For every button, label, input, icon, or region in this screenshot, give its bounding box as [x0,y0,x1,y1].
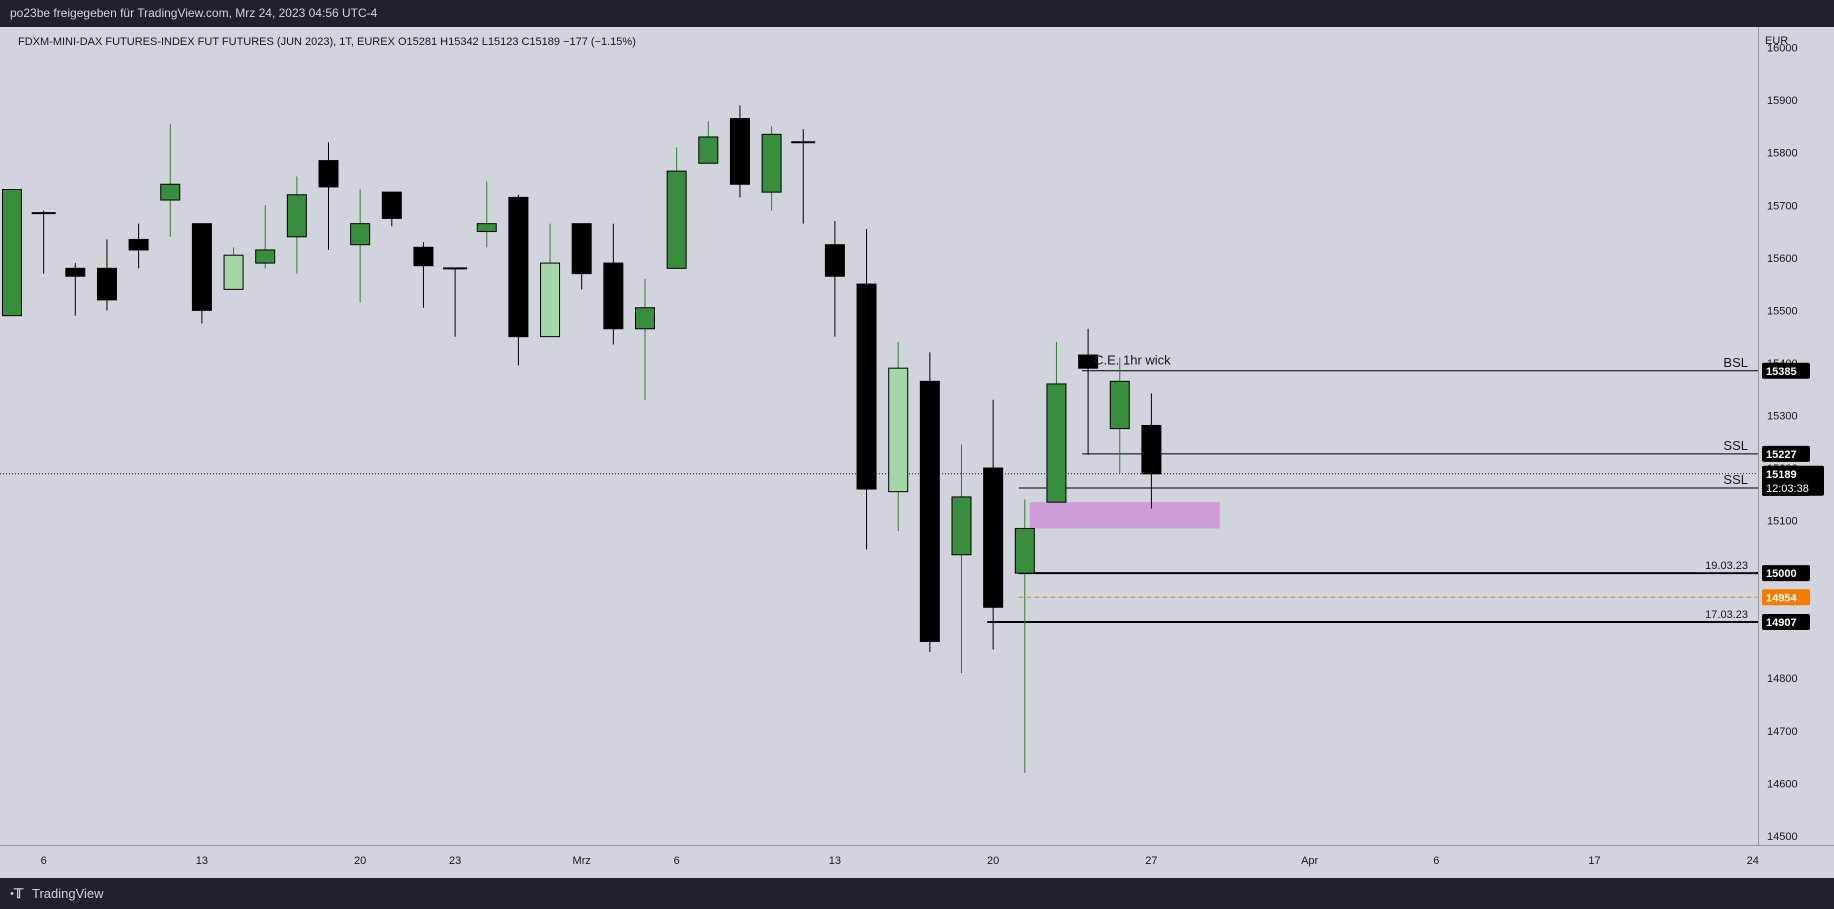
price-tag: 15385 [1766,366,1797,378]
price-tag: 15227 [1766,449,1797,461]
attribution-text: po23be freigegeben für TradingView.com, … [10,6,378,20]
candle-body [919,380,940,642]
attribution-bar: po23be freigegeben für TradingView.com, … [0,0,1834,27]
y-tick-label: 15800 [1767,148,1798,160]
x-tick-label: Mrz [573,855,591,867]
footer-bar: ꞏ𝕋 TradingView [0,878,1834,909]
y-tick-label: 14600 [1767,778,1798,790]
y-tick-label: 15300 [1767,410,1798,422]
price-axis-background [1758,27,1834,845]
candle-body [96,267,117,301]
level-label-bg [1696,607,1756,621]
y-tick-label: 15700 [1767,200,1798,212]
chart-annotation: C.E. 1hr wick [1094,352,1171,367]
x-tick-label: 23 [449,855,461,867]
level-label-bg [1696,559,1756,573]
candle-body [476,223,497,233]
countdown-timer: 12:03:38 [1766,483,1809,495]
price-tag-bg [1762,362,1810,379]
price-tag: 14907 [1766,617,1797,629]
candle-body [635,307,655,330]
price-tag: 14954 [1766,592,1797,604]
y-tick-label: 16000 [1767,43,1798,55]
candlestick-chart[interactable]: 1450014600147001480014900150001510015200… [0,27,1834,878]
level-label: BSL [1723,355,1748,370]
x-tick-label: 13 [196,855,208,867]
level-label: 19.03.23 [1705,560,1748,572]
candle-body [160,183,181,201]
candle-body [824,244,845,277]
x-tick-label: 6 [41,855,47,867]
plot-background [0,27,1758,845]
candle-body [2,189,22,317]
y-tick-label: 15500 [1767,305,1798,317]
level-label: SSL [1723,472,1748,487]
x-tick-label: 24 [1747,855,1759,867]
price-tag-bg [1762,565,1810,582]
candle-body [983,467,1004,608]
candle-body [666,170,687,269]
level-label: SSL [1723,438,1748,453]
candle-body [128,238,149,251]
candle-body [856,283,877,490]
last-price-tag-bg [1762,465,1824,496]
x-tick-label: 13 [829,855,841,867]
level-label-bg [1730,356,1758,370]
y-tick-label: 14700 [1767,726,1798,738]
candle-body [951,496,972,556]
price-tag-bg [1762,589,1810,606]
candle-body [1109,380,1130,430]
liquidity-zone [1029,502,1220,529]
candle-body [698,136,719,164]
candle-body [888,367,909,493]
candle-body [1141,424,1162,475]
candle-body [286,194,307,238]
level-label-bg [1730,473,1758,487]
x-tick-label: 20 [354,855,366,867]
x-tick-label: 20 [987,855,999,867]
price-tag-bg [1762,613,1810,630]
x-tick-label: 6 [674,855,680,867]
y-tick-label: 14800 [1767,673,1798,685]
candle-body [350,223,371,246]
time-axis-background [0,846,1834,878]
currency-label: EUR [1765,35,1788,47]
candle-body [191,223,212,311]
x-tick-label: 27 [1145,855,1157,867]
footer-brand: TradingView [32,886,104,901]
candle-body [603,262,624,330]
candle-body [1046,383,1067,503]
y-tick-label: 14500 [1767,831,1798,843]
candle-body [318,160,339,188]
candle-body [508,196,529,338]
last-price-tag: 15189 [1766,469,1797,481]
tradingview-logo-icon: ꞏ𝕋 [10,886,24,901]
price-tag-bg [1762,445,1810,462]
candle-body [571,223,592,275]
price-tag: 15000 [1766,568,1797,580]
legend-text: FDXM-MINI-DAX FUTURES-INDEX FUT FUTURES … [18,36,636,48]
level-label: 17.03.23 [1705,609,1748,621]
candle-body [540,262,561,338]
level-label-bg [1730,439,1758,453]
y-tick-label: 15600 [1767,253,1798,265]
x-tick-label: 6 [1433,855,1439,867]
x-tick-label: Apr [1301,855,1318,867]
candle-body [413,246,434,267]
y-tick-label: 15900 [1767,95,1798,107]
candle-body [381,191,402,219]
candle-body [223,254,244,290]
x-tick-label: 17 [1588,855,1600,867]
candle-body [1014,527,1035,574]
candle-body [65,267,86,277]
candle-body [255,249,276,264]
y-tick-label: 15100 [1767,516,1798,528]
candle-body [729,118,750,185]
candle-body [1078,354,1099,369]
candle-body [761,133,782,193]
